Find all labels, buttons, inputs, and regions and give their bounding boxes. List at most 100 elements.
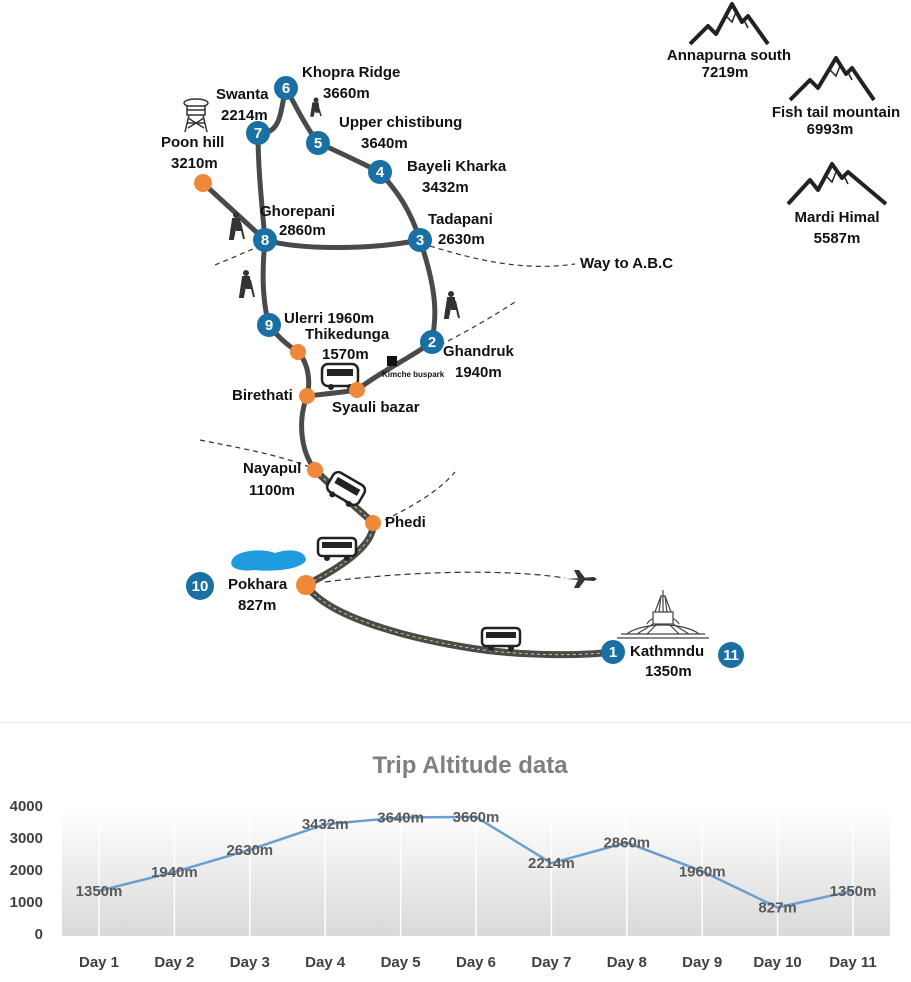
waypoint-phedi [365, 515, 381, 531]
label-ulerri: Ulerri 1960m [284, 310, 374, 327]
alt-upper-chistibung: 3640m [361, 135, 408, 152]
waypoints [194, 174, 381, 595]
x-tick-label: Day 10 [753, 954, 801, 971]
stop-4: 4 [368, 160, 392, 184]
label-bayeli-kharka: Bayeli Kharka [407, 158, 507, 175]
y-tick-label: 1000 [10, 894, 43, 911]
mountain-icon [688, 2, 770, 46]
label-tadapani: Tadapani [428, 211, 493, 228]
x-tick-label: Day 4 [305, 954, 346, 971]
section-divider [0, 722, 911, 723]
alt-annapurna-south: 7219m [702, 64, 749, 81]
mountain-icon [786, 162, 888, 206]
label-khopra-ridge: Khopra Ridge [302, 64, 400, 81]
data-label: 3660m [453, 809, 500, 826]
trek-route-map: 1 2 3 4 5 6 7 8 9 10 11 Kathmndu 1350m G… [161, 2, 900, 680]
airplane-icon [566, 570, 597, 588]
alt-mardi-himal: 5587m [814, 230, 861, 247]
svg-text:9: 9 [265, 317, 273, 334]
waypoint-nayapul [307, 462, 323, 478]
label-kimche-buspark: Kimche buspark [382, 370, 445, 379]
trekker-icon [238, 270, 255, 298]
trail-to-abc [429, 245, 576, 267]
mountain-icon [788, 56, 876, 102]
trekker-icon [443, 291, 460, 319]
x-tick-label: Day 3 [230, 954, 270, 971]
trail-ghandruk [439, 301, 516, 346]
alt-tadapani: 2630m [438, 231, 485, 248]
alt-swanta: 2214m [221, 107, 268, 124]
data-label: 3640m [377, 810, 424, 827]
x-tick-label: Day 7 [531, 954, 571, 971]
y-tick-label: 0 [35, 926, 43, 943]
stop-10: 10 [186, 572, 214, 600]
svg-text:10: 10 [192, 578, 209, 595]
data-label: 2630m [226, 842, 273, 859]
stop-2: 2 [420, 330, 444, 354]
alt-pokhara: 827m [238, 597, 276, 614]
label-mardi-himal: Mardi Himal [794, 209, 879, 226]
data-label: 2214m [528, 855, 575, 872]
alt-fish-tail: 6993m [807, 121, 854, 138]
label-fish-tail: Fish tail mountain [772, 104, 900, 121]
trail-phedi [384, 471, 456, 521]
data-label: 827m [758, 900, 796, 917]
label-kathmandu: Kathmndu [630, 643, 704, 660]
label-birethati: Birethati [232, 387, 293, 404]
phewa-lake [231, 550, 306, 571]
bus-icon [316, 536, 358, 561]
svg-text:7: 7 [254, 125, 262, 142]
stop-9: 9 [257, 313, 281, 337]
svg-text:8: 8 [261, 232, 269, 249]
x-tick-label: Day 6 [456, 954, 496, 971]
x-tick-label: Day 1 [79, 954, 119, 971]
stupa-icon [617, 590, 709, 639]
y-tick-label: 2000 [10, 862, 43, 879]
watchtower-icon [183, 98, 209, 133]
label-poon-hill: Poon hill [161, 134, 224, 151]
label-phedi: Phedi [385, 514, 426, 531]
alt-thikedunga: 1570m [322, 346, 369, 363]
label-annapurna-south: Annapurna south [667, 47, 791, 64]
label-way-to-abc: Way to A.B.C [580, 255, 673, 272]
trekker-icon [228, 212, 245, 240]
alt-poon-hill: 3210m [171, 155, 218, 172]
label-upper-chistibung: Upper chistibung [339, 114, 462, 131]
waypoint-syauli-bazar [349, 382, 365, 398]
x-tick-label: Day 9 [682, 954, 722, 971]
alt-ghorepani: 2860m [279, 222, 326, 239]
x-tick-label: Day 5 [381, 954, 421, 971]
stop-11: 11 [718, 642, 744, 668]
svg-text:6: 6 [282, 80, 290, 97]
bus-icon [480, 626, 522, 651]
stop-5: 5 [306, 131, 330, 155]
chart-title: Trip Altitude data [372, 752, 568, 779]
stop-3: 3 [408, 228, 432, 252]
alt-ghandruk: 1940m [455, 364, 502, 381]
trail-nayapul [199, 439, 313, 469]
alt-bayeli-kharka: 3432m [422, 179, 469, 196]
series-line [98, 815, 854, 909]
label-nayapul: Nayapul [243, 460, 301, 477]
waypoint-poon-hill [194, 174, 212, 192]
svg-text:1: 1 [609, 644, 617, 661]
data-label: 1940m [151, 864, 198, 881]
x-tick-label: Day 8 [607, 954, 647, 971]
waypoint-birethati [299, 388, 315, 404]
label-syauli-bazar: Syauli bazar [332, 399, 420, 416]
data-label: 3432m [302, 816, 349, 833]
data-label: 1960m [679, 863, 726, 880]
x-tick-label: Day 2 [154, 954, 194, 971]
flight-path [324, 571, 566, 583]
svg-text:3: 3 [416, 232, 424, 249]
label-swanta: Swanta [216, 86, 269, 103]
waypoint-pokhara [296, 575, 316, 595]
alt-nayapul: 1100m [249, 482, 295, 499]
svg-text:2: 2 [428, 334, 436, 351]
svg-text:4: 4 [376, 164, 385, 181]
label-ghorepani: Ghorepani [260, 203, 335, 220]
bus-icon [325, 470, 367, 507]
trekker-icon [310, 97, 322, 117]
x-tick-label: Day 11 [829, 954, 877, 971]
data-label: 1350m [76, 883, 123, 900]
